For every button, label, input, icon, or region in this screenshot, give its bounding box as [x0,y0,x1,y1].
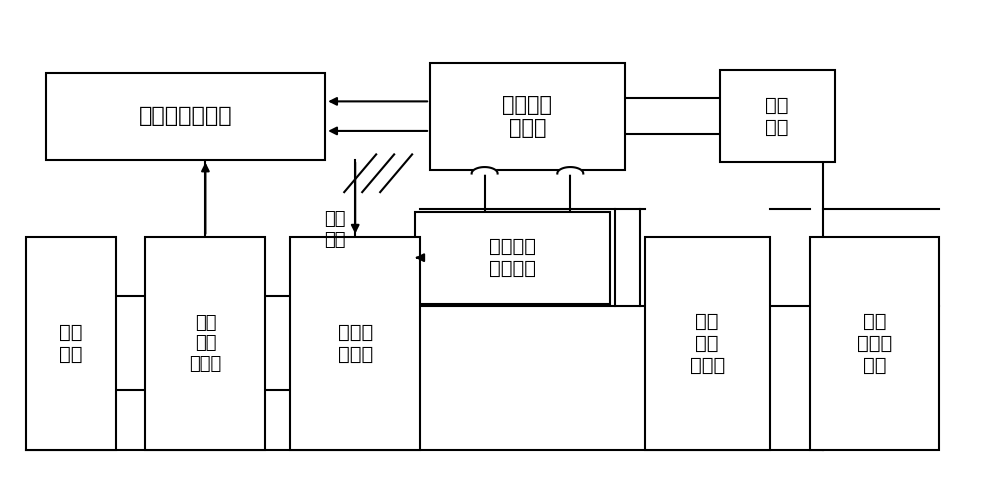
Text: 三相
开绕组
电机: 三相 开绕组 电机 [857,312,892,375]
Text: 数字信号处理器: 数字信号处理器 [139,106,232,126]
Text: 四桥臂
逆变器: 四桥臂 逆变器 [338,323,373,364]
Bar [810,237,939,450]
Text: 集成单相
充电接口: 集成单相 充电接口 [489,237,536,278]
Text: 直流
电压
传感器: 直流 电压 传感器 [189,314,222,373]
Bar [145,237,265,450]
Text: 三相
电流
传感器: 三相 电流 传感器 [690,312,725,375]
Bar [290,237,420,450]
Bar [26,237,116,450]
Bar [720,70,835,162]
Bar [415,212,610,304]
Bar [46,73,325,160]
Text: 电网
接口: 电网 接口 [765,96,789,136]
Text: 动力
电池: 动力 电池 [59,323,82,364]
Bar [645,237,770,450]
Bar [430,63,625,169]
Text: 驱动
信号: 驱动 信号 [324,210,346,249]
Text: 电网电压
传感器: 电网电压 传感器 [502,95,552,138]
